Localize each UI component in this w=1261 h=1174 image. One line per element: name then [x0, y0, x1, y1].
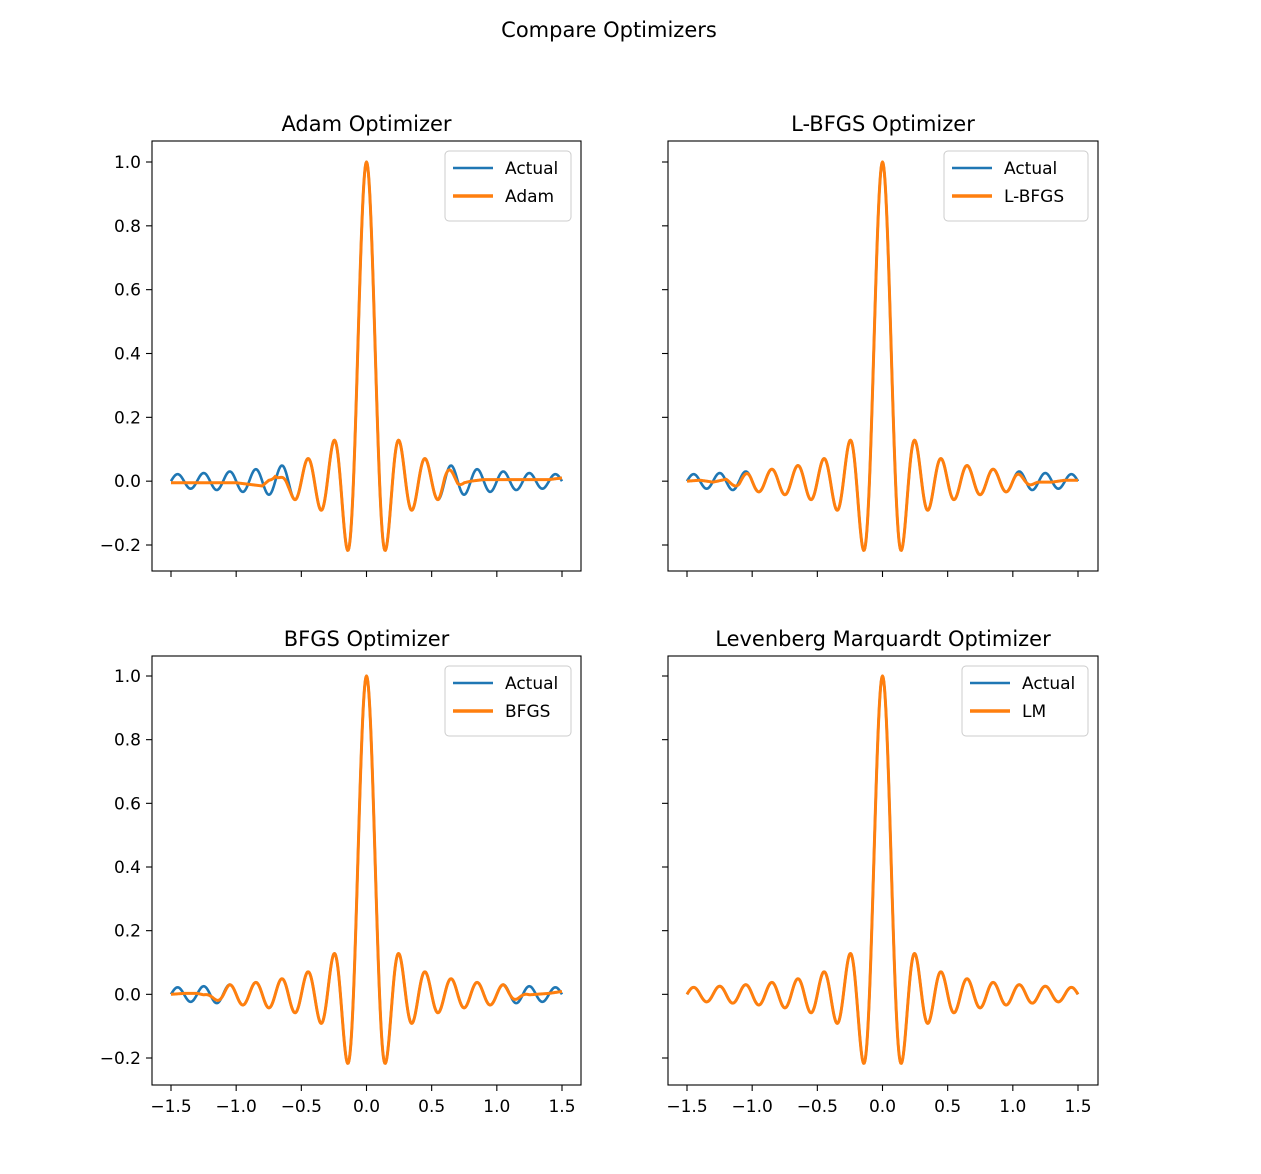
- y-tick-label: −0.2: [100, 1049, 141, 1069]
- y-tick-label: 1.0: [114, 667, 141, 687]
- subplot-title: BFGS Optimizer: [284, 627, 450, 651]
- subplot-title: Adam Optimizer: [281, 112, 451, 136]
- legend-label: Actual: [1022, 674, 1075, 694]
- series-line-l-bfgs: [686, 160, 1079, 552]
- legend-label: L-BFGS: [1004, 187, 1064, 207]
- legend-label: LM: [1022, 702, 1046, 722]
- x-tick-label: −0.5: [281, 1097, 322, 1117]
- legend: Actual BFGS: [444, 665, 572, 737]
- x-tick-label: 0.0: [869, 1097, 896, 1117]
- x-tick-label: 1.0: [999, 1097, 1026, 1117]
- legend-label: Actual: [1004, 159, 1057, 179]
- subplot-title: L-BFGS Optimizer: [791, 112, 975, 136]
- y-tick-label: 0.6: [114, 794, 141, 814]
- subplot-1: Adam Optimizer −0.2 0.0 0.2 0.4 0.6 0.8 1.0 Actu…: [100, 112, 582, 577]
- series-line-bfgs: [170, 674, 563, 1065]
- x-tick-label: −1.5: [150, 1097, 191, 1117]
- y-tick-label: 0.4: [114, 858, 141, 878]
- series-line-adam: [170, 160, 563, 552]
- legend: Actual L-BFGS: [943, 150, 1089, 222]
- legend-label: BFGS: [505, 702, 550, 722]
- y-tick-label: 0.6: [114, 281, 141, 301]
- y-tick-label: 0.4: [114, 345, 141, 365]
- legend-label: Adam: [505, 187, 554, 207]
- x-tick-label: −0.5: [797, 1097, 838, 1117]
- y-tick-label: 1.0: [114, 153, 141, 173]
- y-tick-label: 0.8: [114, 217, 141, 237]
- x-tick-label: −1.5: [666, 1097, 707, 1117]
- y-tick-label: 0.0: [114, 985, 141, 1005]
- x-tick-label: 0.5: [418, 1097, 445, 1117]
- x-tick-label: −1.0: [216, 1097, 257, 1117]
- x-tick-label: −1.0: [732, 1097, 773, 1117]
- y-tick-label: 0.0: [114, 472, 141, 492]
- x-tick-label: 0.5: [934, 1097, 961, 1117]
- subplot-2: L-BFGS Optimizer Actual L-BFGS: [662, 112, 1099, 577]
- subplot-3: BFGS Optimizer −1.5 −1.0 −0.5 0.0 0.5 1.0 1.5 −0…: [100, 627, 582, 1117]
- y-tick-label: 0.2: [114, 408, 141, 428]
- subplot-title: Levenberg Marquardt Optimizer: [715, 627, 1051, 651]
- legend: Actual LM: [961, 665, 1089, 737]
- legend-label: Actual: [505, 674, 558, 694]
- series-line-lm: [685, 674, 1080, 1065]
- x-tick-label: 0.0: [353, 1097, 380, 1117]
- legend: Actual Adam: [444, 150, 572, 222]
- x-tick-label: 1.5: [1064, 1097, 1091, 1117]
- subplot-4: Levenberg Marquardt Optimizer −1.5 −1.0 −0.…: [662, 627, 1099, 1117]
- x-tick-label: 1.5: [548, 1097, 575, 1117]
- figure-suptitle: Compare Optimizers: [501, 18, 717, 42]
- y-tick-label: 0.8: [114, 731, 141, 751]
- y-tick-label: 0.2: [114, 922, 141, 942]
- legend-label: Actual: [505, 159, 558, 179]
- x-tick-label: 1.0: [483, 1097, 510, 1117]
- y-tick-label: −0.2: [100, 536, 141, 556]
